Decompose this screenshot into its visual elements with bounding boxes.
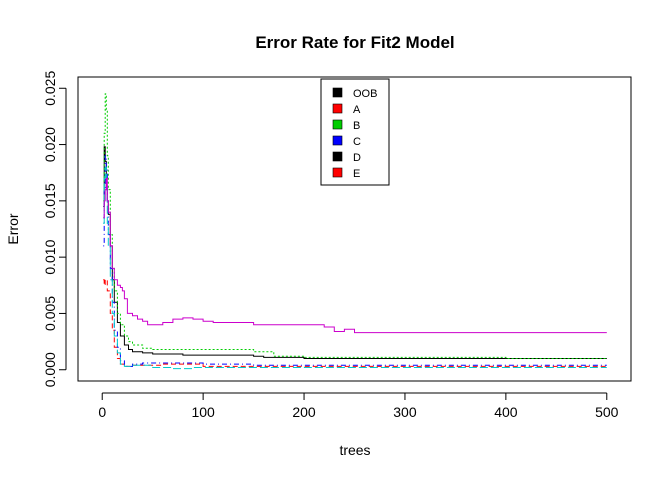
legend-swatch	[332, 135, 343, 146]
series-line-a	[103, 279, 607, 367]
x-tick-label: 0	[98, 404, 106, 420]
legend-label: E	[353, 168, 360, 180]
y-axis-label: Error	[5, 213, 21, 244]
legend-label: OOB	[353, 88, 377, 100]
x-tick-label: 400	[494, 404, 518, 420]
y-tick-label: 0.010	[42, 239, 58, 274]
legend-label: A	[353, 104, 361, 116]
series-line-d	[103, 166, 607, 370]
series-line-c	[103, 155, 607, 367]
legend-swatch	[332, 151, 343, 162]
y-tick-label: 0.020	[42, 127, 58, 162]
legend-swatch	[332, 167, 343, 178]
plot-frame	[77, 76, 632, 382]
legend-label: B	[353, 120, 360, 132]
legend-swatch	[332, 87, 343, 98]
series-line-b	[103, 93, 607, 359]
legend-frame	[320, 78, 390, 186]
y-tick-label: 0.005	[42, 296, 58, 331]
legend-label: C	[353, 136, 361, 148]
y-tick-label: 0.025	[42, 71, 58, 106]
plot-area: 0 100 200 300 400 500 0.000 0.005 0.010 0.015 0.02…	[42, 71, 632, 420]
x-tick-label: 300	[393, 404, 417, 420]
x-tick-label: 100	[191, 404, 215, 420]
legend-label: D	[353, 152, 361, 164]
x-tick-label: 500	[595, 404, 619, 420]
x-axis-label: trees	[339, 442, 370, 458]
y-tick-label: 0.000	[42, 352, 58, 387]
x-tick-label: 200	[292, 404, 316, 420]
legend-swatch	[332, 119, 343, 130]
legend-swatch	[332, 103, 343, 114]
series-line-e	[103, 177, 607, 334]
y-tick-label: 0.015	[42, 183, 58, 218]
chart-title: Error Rate for Fit2 Model	[255, 33, 454, 52]
